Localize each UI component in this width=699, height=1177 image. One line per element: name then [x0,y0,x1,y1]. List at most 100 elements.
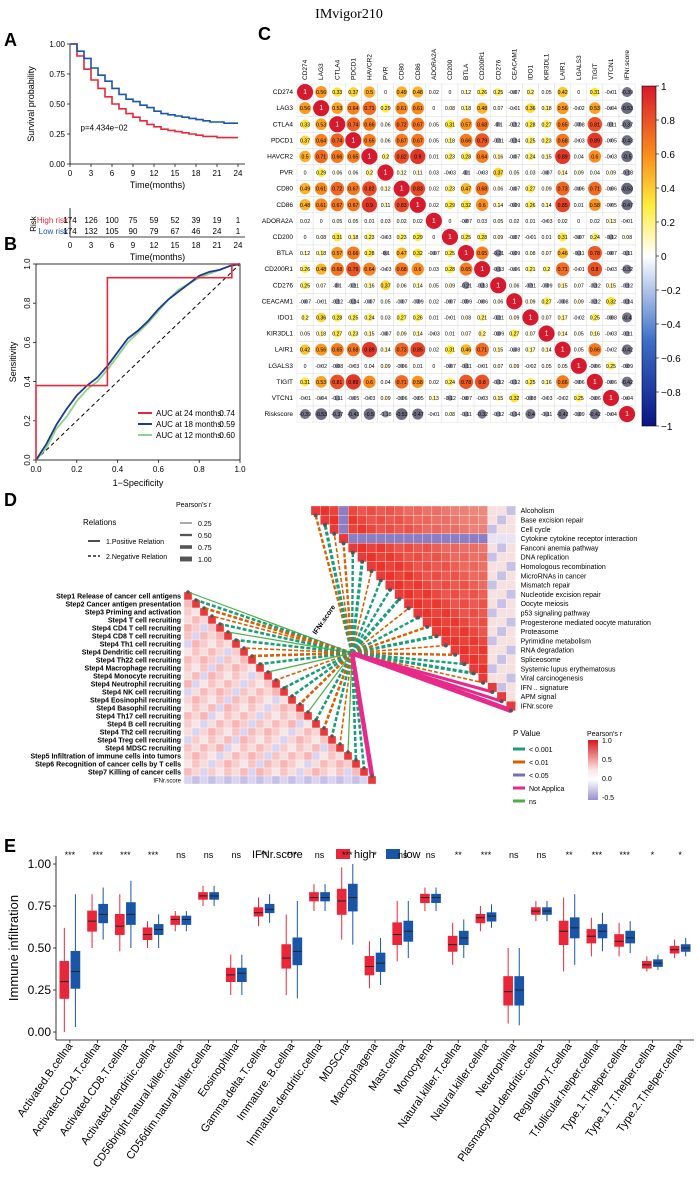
right-label: IFNr.score [521,703,553,710]
risk-x-tick: 3 [89,241,94,250]
left-heatmap-cell [183,655,193,665]
corr-value: 0.09 [445,283,455,289]
corr-value: 0.68 [332,267,342,273]
y-tick-label: 0.75 [28,899,52,913]
corr-circle [480,219,484,223]
corr-circle [555,262,570,276]
corr-circle [608,186,613,191]
corr-circle [512,186,517,191]
left-label: Step4 NK cell recruiting [102,690,181,697]
corr-value: 0.03 [525,171,535,177]
corr-value: 0.68 [397,267,407,273]
corr-value: 0.68 [477,122,487,128]
corr-value: -0.21 [460,283,472,289]
corr-circle [526,136,535,145]
left-heatmap-cell [207,743,217,753]
corr-value: 0.18 [541,106,551,112]
left-heatmap-cell [287,703,297,713]
corr-circle [495,346,502,353]
significance-label: ns [509,850,519,860]
corr-circle [394,149,409,164]
right-heatmap-cell [468,570,479,581]
corr-value: 0.42 [558,90,568,96]
significance-label: ns [204,850,214,860]
left-heatmap-cell [239,743,249,753]
right-heatmap-cell [478,626,488,637]
corr-circle [576,234,581,240]
right-heatmap-cell [478,524,488,535]
right-heatmap-cell [506,617,516,628]
corr-value: 0.28 [477,235,487,241]
corr-circle [432,122,436,127]
corr-value: -0.03 [380,267,392,273]
corr-value: 0.89 [590,138,600,144]
network-node [322,522,327,527]
corr-circle [542,297,551,306]
corr-value: 0.2 [366,171,373,177]
corr-circle [348,87,359,97]
corr-circle [448,316,452,319]
left-heatmap-cell [199,679,209,689]
corr-circle [480,364,484,367]
left-heatmap-cell [191,679,201,689]
corr-value: 0.67 [413,138,423,144]
corr-circle [447,105,453,111]
corr-value: 0.68 [477,187,487,193]
left-heatmap-cell [191,687,201,697]
risk-value: 79 [150,227,159,236]
corr-value: -0.04 [605,412,617,418]
corr-circle [411,117,425,131]
figure-title: IMvigor210 [315,7,383,22]
right-heatmap-cell [506,589,516,600]
corr-value: 0.37 [348,90,358,96]
corr-value: -0.08 [605,315,617,321]
right-label: Spliceosome [521,657,561,664]
left-heatmap-cell [287,735,297,745]
right-heatmap-cell [459,552,470,562]
corr-value: -0.01 [525,235,537,241]
corr-value: 1 [625,411,629,418]
corr-circle [512,267,517,272]
right-heatmap-cell [403,543,414,553]
corr-value: 0.71 [316,154,326,160]
corr-circle [463,89,469,95]
corr-circle [382,202,389,208]
corr-circle [363,262,376,276]
right-heatmap-cell [366,515,377,525]
left-heatmap-cell [183,623,193,633]
corr-circle [368,219,371,223]
x-axis-title: 1−Specificity [113,478,164,488]
corr-value: -0.37 [621,122,633,128]
corr-value: -0.03 [605,154,617,160]
right-heatmap-cell [422,505,433,516]
right-heatmap-cell [487,589,498,600]
left-heatmap-cell [295,767,305,777]
corr-value: 0.28 [364,251,374,257]
right-heatmap-cell [348,533,358,544]
corr-value: 0.03 [380,315,390,321]
box-low [126,902,136,925]
corr-circle [302,299,308,304]
network-node [218,622,222,626]
corr-circle [555,148,571,165]
corr-value: 0.46 [461,348,471,354]
left-heatmap-cell [215,775,225,785]
corr-value: 0.14 [558,332,568,338]
corr-value: 0.66 [364,122,374,128]
corr-value: 0.47 [461,187,471,193]
corr-value: 0.28 [461,154,471,160]
column-label: LAG3 [318,63,325,80]
box-high [447,935,458,952]
colorbar-label: 0.2 [661,218,675,229]
corr-circle [512,347,517,352]
column-label: CD200 [447,59,454,80]
corr-circle [335,170,340,175]
corr-value: 0 [304,171,307,177]
pearson-size-label: 0.75 [198,545,212,552]
pvalue-title: P Value [513,729,541,738]
left-heatmap-cell [303,767,313,777]
corr-value: 0.25 [348,315,358,321]
corr-value: 0.37 [380,283,390,289]
corr-circle [558,232,568,242]
corr-circle [416,364,419,367]
